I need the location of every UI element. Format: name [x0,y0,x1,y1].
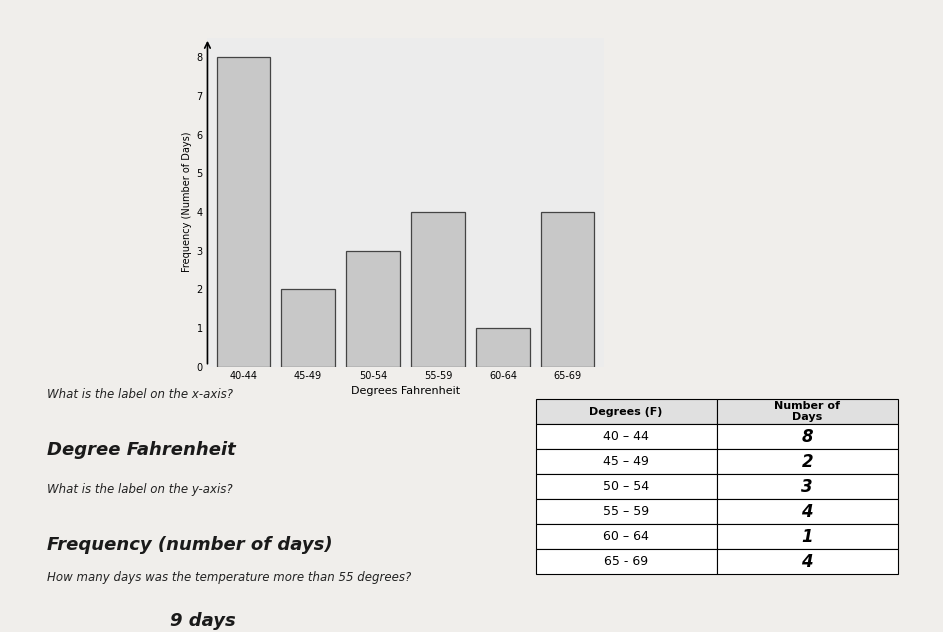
Bar [476,328,530,367]
Text: How many days was the temperature more than 55 degrees?: How many days was the temperature more t… [47,571,411,585]
Bar [281,289,335,367]
Bar [541,212,594,367]
Bar [217,58,270,367]
Bar [346,250,400,367]
Y-axis label: Frequency (Number of Days): Frequency (Number of Days) [182,132,192,272]
Text: Degree Fahrenheit: Degree Fahrenheit [47,441,236,459]
X-axis label: Degrees Fahrenheit: Degrees Fahrenheit [351,386,460,396]
Bar [411,212,465,367]
Text: What is the label on the x-axis?: What is the label on the x-axis? [47,388,233,401]
Text: Frequency (number of days): Frequency (number of days) [47,536,333,554]
Text: 9 days: 9 days [170,612,236,629]
Text: What is the label on the y-axis?: What is the label on the y-axis? [47,483,233,496]
